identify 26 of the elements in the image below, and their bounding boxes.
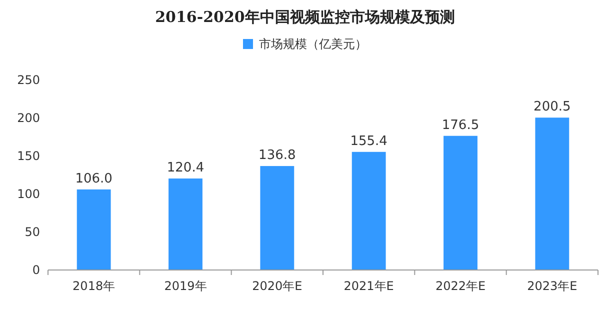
y-tick-label: 200: [17, 111, 40, 125]
text: 155.4: [350, 134, 388, 149]
x-tick-label: 2023年E: [527, 279, 578, 293]
bar: [260, 166, 294, 270]
legend-label: 市场规模（亿美元）: [259, 37, 367, 51]
y-tick-label: 150: [17, 149, 40, 163]
bar: [535, 118, 570, 270]
chart-title: 2016-2020年中国视频监控市场规模及预测: [155, 8, 455, 26]
y-tick-label: 0: [32, 263, 40, 277]
text: 176.5: [442, 118, 480, 133]
x-tick-label: 2020年E: [252, 279, 302, 293]
x-tick-label: 2022年E: [435, 279, 486, 293]
y-tick-label: 250: [17, 73, 40, 87]
bar: [76, 189, 111, 270]
text: 200.5: [534, 100, 571, 115]
text: 136.8: [258, 148, 296, 164]
y-tick-label: 50: [24, 225, 40, 239]
text: 106.0: [75, 171, 112, 186]
bar: [352, 152, 386, 270]
x-tick-label: 2021年E: [344, 279, 394, 293]
x-tick-label: 2018年: [72, 279, 116, 293]
bar: [168, 178, 202, 270]
y-tick-label: 100: [17, 187, 40, 201]
text: 120.4: [166, 160, 204, 176]
x-tick-label: 2019年: [164, 279, 207, 293]
bar: [444, 136, 478, 270]
